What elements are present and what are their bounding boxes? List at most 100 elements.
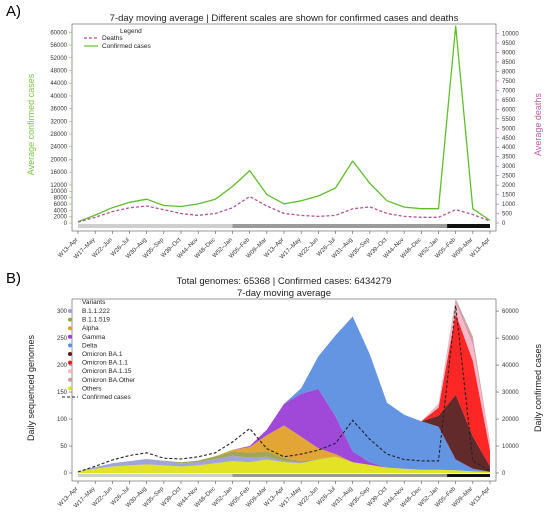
y-left-tick-label-b: 300 (57, 309, 68, 315)
y-right-tick-label-a: 9000 (502, 51, 516, 57)
legend-label-b: B.1.1.222 (82, 308, 110, 315)
y-right-tick-label-a: 5500 (502, 117, 516, 123)
legend-label-b: Gamma (82, 334, 106, 341)
legend-label-deaths-a: Deaths (102, 35, 123, 42)
y-axis-title-right-b: Daily confirmed cases (533, 343, 543, 432)
legend-label-confirmed-a: Confirmed cases (102, 43, 152, 50)
y-right-tick-label-a: 500 (502, 212, 513, 218)
y-left-tick-label-a: 2000 (54, 215, 68, 221)
legend-label-b: Omicron BA.Other (82, 377, 136, 384)
y-right-tick-label-a: 4500 (502, 136, 516, 142)
area-delta (78, 316, 490, 472)
area-gamma (78, 388, 490, 472)
y-right-tick-label-a: 10000 (502, 32, 519, 38)
y-right-tick-label-a: 6000 (502, 107, 516, 113)
panel-label-a: A) (6, 3, 21, 20)
y-left-tick-label-a: 52000 (50, 56, 67, 62)
y-right-tick-label-b: 10000 (502, 444, 519, 450)
y-right-tick-label-a: 0 (502, 221, 506, 227)
y-left-tick-label-a: 4000 (54, 208, 68, 214)
y-left-tick-label-a: 36000 (50, 107, 67, 113)
area-others (78, 456, 490, 473)
legend-swatch-alpha (68, 326, 72, 331)
y-left-tick-label-a: 48000 (50, 68, 67, 74)
legend-swatch-others (68, 386, 72, 391)
plot-frame-a (71, 23, 497, 232)
y-left-tick-label-a: 6000 (54, 202, 68, 208)
y-right-tick-label-b: 20000 (502, 417, 519, 423)
panel-label-b: B) (6, 270, 21, 287)
y-right-tick-label-a: 7000 (502, 88, 516, 94)
y-right-tick-label-a: 2500 (502, 174, 516, 180)
y-left-tick-label-a: 28000 (50, 132, 67, 138)
timeline-band-a-2 (232, 224, 448, 228)
area-b-1-1-222 (78, 455, 490, 472)
y-axis-title-left-b: Daily sequenced genomes (26, 334, 36, 441)
legend-swatch-delta (68, 343, 72, 348)
y-left-tick-label-a: 32000 (50, 119, 67, 125)
timeline-band-a-3 (447, 224, 490, 228)
y-right-tick-label-a: 8500 (502, 60, 516, 66)
y-right-tick-label-a: 3000 (502, 164, 516, 170)
y-right-tick-label-b: 50000 (502, 336, 519, 342)
y-left-tick-label-a: 16000 (50, 170, 67, 176)
legend-label-b: Omicron BA.1.15 (82, 368, 132, 375)
legend-label-b: Omicron BA.1 (82, 351, 123, 358)
legend-label-b: Others (82, 385, 102, 392)
y-right-tick-label-a: 5000 (502, 126, 516, 132)
y-left-tick-label-a: 24000 (50, 145, 67, 151)
y-left-tick-label-a: 10000 (50, 189, 67, 195)
legend-title-a: Legend (120, 28, 142, 35)
timeline-band-b-2 (232, 474, 448, 477)
confirmed-cases-line-a (77, 25, 491, 223)
legend-swatch-b-1-1-519 (68, 317, 72, 322)
y-left-tick-label-a: 20000 (50, 157, 67, 163)
legend-swatch-omicron-ba-1-1 (68, 360, 72, 365)
chart-title-b: Total genomes: 65368 | Confirmed cases: … (177, 276, 392, 287)
y-right-tick-label-a: 7500 (502, 79, 516, 85)
y-right-tick-label-a: 4000 (502, 145, 516, 151)
y-left-tick-label-b: 50 (60, 444, 67, 450)
y-left-tick-label-a: 8000 (54, 196, 68, 202)
y-left-tick-label-b: 150 (57, 390, 68, 396)
y-left-tick-label-a: 60000 (50, 30, 67, 36)
legend-label-b: Delta (82, 342, 98, 349)
y-right-tick-label-a: 8000 (502, 69, 516, 75)
legend-label-b: Omicron BA.1.1 (82, 360, 128, 367)
timeline-band-b-3 (447, 474, 490, 477)
y-right-tick-label-a: 3500 (502, 155, 516, 161)
y-left-tick-label-a: 44000 (50, 81, 67, 87)
y-right-tick-label-a: 9500 (502, 41, 516, 47)
y-left-tick-label-a: 0 (64, 221, 68, 227)
y-left-tick-label-a: 12000 (50, 183, 67, 189)
timeline-band-b-1 (78, 474, 233, 477)
y-right-tick-label-a: 6500 (502, 98, 516, 104)
y-right-tick-label-a: 1500 (502, 193, 516, 199)
timeline-band-a-1 (78, 224, 233, 228)
area-alpha (78, 425, 490, 472)
y-left-tick-label-a: 40000 (50, 94, 67, 100)
confirmed-cases-line-b (77, 305, 491, 473)
y-left-tick-label-b: 200 (57, 363, 68, 369)
y-left-tick-label-b: 0 (64, 471, 68, 477)
y-right-tick-label-a: 2000 (502, 183, 516, 189)
chart-subtitle-b: 7-day moving average (237, 288, 331, 299)
y-axis-title-right-a: Average deaths (533, 93, 543, 156)
y-right-tick-label-b: 40000 (502, 363, 519, 369)
legend-label-b: B.1.1.519 (82, 317, 110, 324)
chart-title-a: 7-day moving average | Different scales … (110, 13, 459, 24)
legend-swatch-b-1-1-222 (68, 309, 72, 313)
y-right-tick-label-b: 60000 (502, 309, 519, 315)
legend-swatch-omicron-ba-other (68, 377, 72, 382)
legend-swatch-gamma (68, 334, 72, 339)
y-right-tick-label-b: 0 (502, 471, 506, 477)
y-right-tick-label-b: 30000 (502, 390, 519, 396)
legend-swatch-omicron-ba-1 (68, 352, 72, 356)
legend-label-b: Alpha (82, 325, 99, 332)
y-left-tick-label-b: 250 (57, 336, 68, 342)
y-left-tick-label-b: 100 (57, 417, 68, 423)
deaths-line-a (77, 195, 491, 223)
y-axis-title-left-a: Average confirmed cases (26, 73, 36, 175)
